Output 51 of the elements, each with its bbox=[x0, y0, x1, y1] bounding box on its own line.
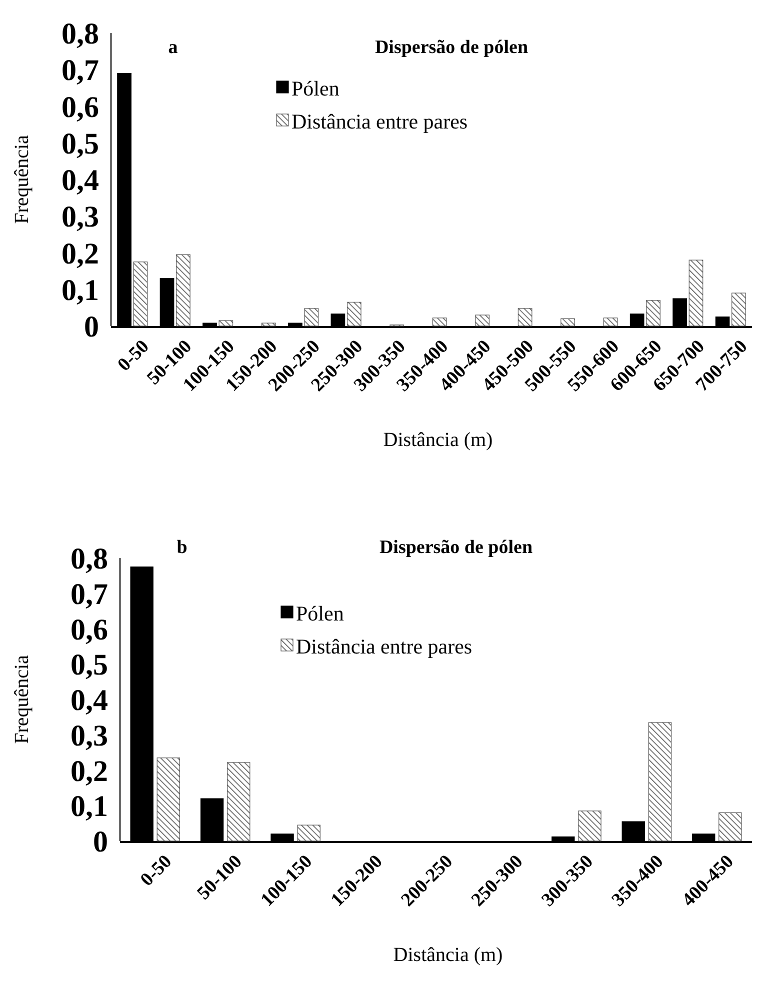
bar bbox=[156, 758, 180, 842]
y-tick-label: 0,2 bbox=[70, 754, 108, 788]
bar bbox=[732, 292, 746, 326]
bar bbox=[133, 262, 148, 326]
y-tick-label: 0,7 bbox=[62, 54, 99, 88]
bar bbox=[518, 308, 532, 326]
chart-title: Dispersão de pólen bbox=[379, 537, 533, 558]
y-tick-label: 0,7 bbox=[70, 578, 108, 611]
y-axis-title: Frequência bbox=[11, 134, 33, 224]
y-tick-label: 0 bbox=[93, 826, 108, 858]
bar bbox=[227, 762, 250, 842]
y-tick-label: 0,1 bbox=[70, 790, 108, 824]
bar bbox=[218, 320, 234, 326]
bar bbox=[578, 810, 602, 842]
legend-label: Distância entre pares bbox=[296, 634, 472, 658]
y-tick-label: 0 bbox=[84, 310, 99, 344]
y-tick-label: 0,2 bbox=[62, 237, 99, 270]
x-axis-title: Distância (m) bbox=[383, 429, 493, 451]
bar bbox=[560, 318, 575, 326]
bar bbox=[261, 322, 276, 326]
annotation: b bbox=[176, 537, 188, 558]
bar bbox=[718, 812, 742, 842]
y-tick-label: 0,5 bbox=[70, 648, 108, 682]
y-tick-label: 0,6 bbox=[70, 613, 108, 646]
y-tick-label: 0,8 bbox=[70, 542, 108, 576]
bar bbox=[297, 824, 320, 842]
y-tick-label: 0,8 bbox=[62, 18, 99, 50]
bar bbox=[475, 314, 490, 326]
bar bbox=[646, 300, 660, 326]
y-axis-title: Frequência bbox=[11, 654, 33, 744]
x-tick-label: 0-50 bbox=[136, 851, 176, 891]
x-axis-title: Distância (m) bbox=[393, 944, 503, 966]
y-tick-label: 0,4 bbox=[70, 684, 108, 717]
bar bbox=[176, 254, 190, 326]
legend-label: Pólen bbox=[292, 76, 340, 100]
y-tick-label: 0,5 bbox=[62, 127, 99, 160]
bar bbox=[648, 722, 672, 842]
annotation: a bbox=[168, 37, 178, 58]
y-tick-label: 0,1 bbox=[62, 274, 99, 307]
bar bbox=[304, 308, 319, 326]
bar bbox=[603, 318, 618, 326]
y-tick-label: 0,3 bbox=[62, 200, 99, 234]
bar bbox=[688, 260, 704, 326]
bar bbox=[346, 302, 362, 326]
y-tick-label: 0,6 bbox=[62, 90, 99, 124]
bar bbox=[432, 318, 447, 326]
chart-title: Dispersão de pólen bbox=[374, 37, 528, 58]
y-tick-label: 0,4 bbox=[62, 164, 99, 197]
legend-label: Pólen bbox=[296, 601, 344, 626]
legend-label: Distância entre pares bbox=[292, 109, 468, 134]
y-tick-label: 0,3 bbox=[70, 719, 108, 752]
